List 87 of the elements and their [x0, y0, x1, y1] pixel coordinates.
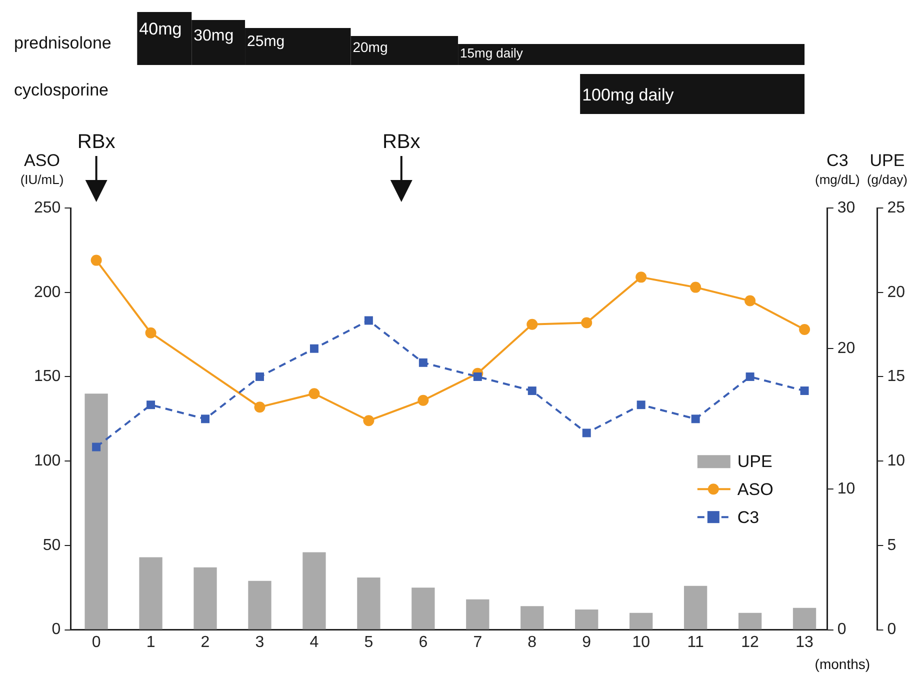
point: [146, 400, 156, 410]
text: 20mg: [352, 38, 388, 55]
bar: [357, 577, 380, 630]
point: [364, 316, 373, 325]
point: [690, 282, 702, 293]
bar: [792, 608, 816, 630]
text: 30mg: [194, 27, 234, 44]
text: RBx: [77, 131, 116, 153]
text: cyclosporine: [14, 80, 108, 100]
bar: [84, 394, 108, 630]
legend-label: C3: [737, 508, 760, 527]
bar: [738, 612, 762, 630]
x-tick-label: 12: [741, 634, 760, 651]
x-axis-title: (months): [814, 656, 870, 672]
y3-tick-label: 10: [887, 452, 906, 470]
y2-axis-title: C3 (mg/dL): [815, 151, 860, 187]
x-tick-label: 5: [364, 634, 374, 651]
bar: [139, 557, 162, 630]
y-tick-label: 0: [52, 621, 61, 638]
bar: [575, 610, 598, 630]
y3-tick-label: 25: [887, 199, 906, 216]
y-tick-label: 200: [34, 284, 61, 301]
point: [145, 327, 156, 338]
text: 40mg: [139, 20, 182, 39]
text: 15mg daily: [460, 46, 524, 61]
y2-tick-label: 20: [837, 340, 856, 358]
x-tick-label: 1: [146, 634, 156, 651]
bar: [248, 580, 272, 630]
x-tick-label: 7: [473, 634, 482, 651]
y2-tick-label: 0: [837, 621, 846, 638]
x-tick-label: 10: [632, 634, 650, 651]
x-tick-label: 2: [200, 634, 210, 651]
point: [582, 428, 591, 438]
y3-tick-label: 15: [887, 368, 906, 386]
point: [90, 254, 102, 266]
bar: [194, 567, 217, 630]
x-tick-label: 4: [310, 634, 319, 651]
bar: [302, 552, 326, 630]
x-tick-label: 0: [92, 634, 101, 651]
y3-tick-label: 5: [887, 536, 896, 554]
point: [92, 442, 101, 452]
point: [418, 358, 428, 367]
y3-tick-label: 20: [887, 284, 906, 301]
bar: [684, 586, 708, 630]
x-tick-label: 6: [418, 634, 428, 651]
bar: [466, 599, 490, 630]
x-tick-label: 8: [528, 634, 537, 651]
point: [201, 414, 210, 424]
point: [363, 415, 374, 426]
point: [254, 402, 266, 413]
text: 100mg daily: [582, 86, 674, 105]
point: [691, 414, 700, 424]
y2-tick-label: 30: [837, 199, 856, 216]
point: [636, 272, 647, 283]
point: [746, 372, 754, 381]
legend-label: ASO: [737, 480, 774, 499]
point: [581, 317, 592, 328]
y-tick-label: 50: [42, 536, 61, 554]
legend-label: UPE: [737, 452, 772, 471]
point: [636, 400, 646, 410]
y-tick-label: 150: [34, 368, 61, 386]
point: [255, 372, 264, 381]
point: [800, 386, 809, 396]
y-tick-label: 250: [34, 199, 61, 216]
point: [526, 318, 538, 330]
y3-axis-title: UPE (g/day): [866, 151, 908, 187]
bar: [630, 612, 653, 630]
bar: [412, 588, 435, 630]
point: [308, 388, 320, 400]
y3-tick-label: 0: [887, 621, 896, 638]
point: [744, 295, 756, 306]
point: [418, 394, 429, 406]
y-axis-title: ASO (IU/mL): [20, 151, 64, 187]
y-tick-label: 100: [34, 452, 61, 470]
text: RBx: [382, 131, 420, 153]
point: [528, 386, 536, 396]
point: [473, 372, 482, 381]
x-tick-label: 3: [255, 634, 264, 651]
bar: [520, 606, 544, 630]
x-tick-label: 13: [796, 634, 814, 651]
text: prednisolone: [14, 34, 112, 53]
y2-tick-label: 10: [837, 480, 856, 498]
text: 25mg: [247, 33, 285, 50]
x-tick-label: 9: [582, 634, 592, 651]
point: [310, 344, 318, 353]
x-tick-label: 11: [687, 634, 704, 651]
point: [799, 324, 810, 335]
